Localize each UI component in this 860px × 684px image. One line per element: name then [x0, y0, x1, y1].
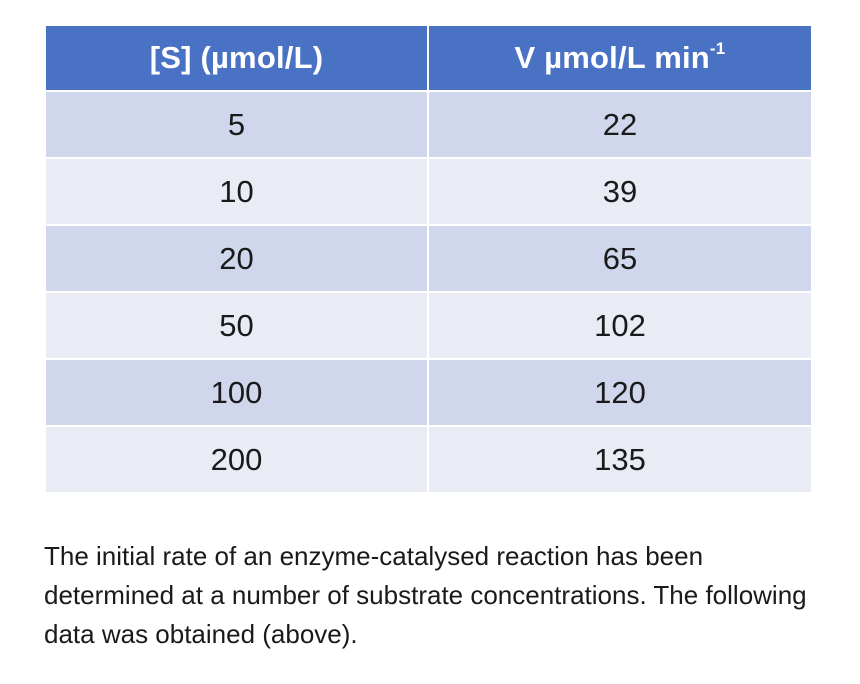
header-velocity: V µmol/L min-1 — [427, 24, 813, 92]
table-header-row: [S] (µmol/L) V µmol/L min-1 — [44, 24, 813, 92]
cell-substrate: 20 — [44, 224, 429, 293]
cell-substrate: 50 — [44, 291, 429, 360]
cell-velocity: 102 — [427, 291, 813, 360]
cell-substrate: 5 — [44, 90, 429, 159]
data-table-container: [S] (µmol/L) V µmol/L min-1 5 22 10 39 2… — [44, 24, 813, 494]
cell-substrate: 200 — [44, 425, 429, 494]
cell-velocity: 120 — [427, 358, 813, 427]
table-row: 200 135 — [44, 425, 813, 494]
table-row: 100 120 — [44, 358, 813, 427]
table-row: 50 102 — [44, 291, 813, 360]
table-row: 10 39 — [44, 157, 813, 226]
header-substrate-concentration: [S] (µmol/L) — [44, 24, 429, 92]
cell-velocity: 22 — [427, 90, 813, 159]
caption-text: The initial rate of an enzyme-catalysed … — [44, 541, 807, 649]
table-row: 5 22 — [44, 90, 813, 159]
cell-substrate: 100 — [44, 358, 429, 427]
cell-velocity: 135 — [427, 425, 813, 494]
table-row: 20 65 — [44, 224, 813, 293]
header-velocity-superscript: -1 — [709, 39, 726, 58]
substrate-rate-table: [S] (µmol/L) V µmol/L min-1 5 22 10 39 2… — [44, 24, 813, 494]
cell-velocity: 39 — [427, 157, 813, 226]
cell-velocity: 65 — [427, 224, 813, 293]
cell-substrate: 10 — [44, 157, 429, 226]
